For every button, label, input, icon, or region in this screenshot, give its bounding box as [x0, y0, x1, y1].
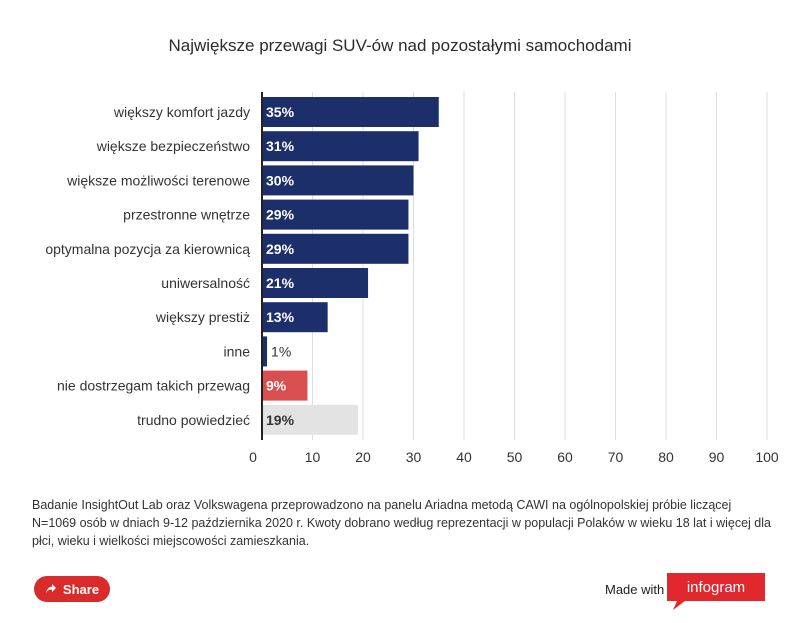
category-label: nie dostrzegam takich przewag [57, 378, 250, 394]
infogram-logo-badge [667, 573, 765, 610]
data-label: 13% [266, 309, 295, 325]
category-label: inne [224, 343, 251, 359]
chart-title: Największe przewagi SUV-ów nad pozostały… [168, 36, 632, 55]
bar [262, 131, 419, 162]
made-with-label: Made with [605, 582, 665, 597]
infogram-logo-text: infogram [687, 579, 745, 596]
bar-chart: 0 10 20 30 40 50 60 70 80 90 100 większy komfort ja… [45, 92, 779, 465]
category-label: optymalna pozycja za kierownicą [45, 241, 250, 257]
share-button[interactable]: Share [34, 576, 110, 602]
bar [262, 199, 409, 230]
bar [262, 233, 409, 264]
data-label: 29% [266, 207, 295, 223]
x-tick-label: 60 [557, 449, 573, 465]
x-tick-label: 0 [249, 449, 257, 465]
category-label: trudno powiedzieć [137, 412, 250, 428]
bar [262, 336, 268, 367]
bar [262, 268, 369, 298]
data-label: 19% [266, 412, 295, 428]
data-label: 29% [266, 241, 295, 257]
footnote: Badanie InsightOut Lab oraz Volkswagena … [32, 498, 771, 548]
share-label: Share [62, 581, 100, 597]
x-tick-label: 100 [755, 449, 779, 465]
x-tick-label: 40 [456, 449, 472, 465]
x-tick-label: 10 [305, 449, 321, 465]
bar [262, 370, 308, 401]
bar [262, 165, 414, 196]
data-label: 30% [266, 172, 295, 188]
data-label: 31% [266, 138, 295, 154]
x-tick-label: 50 [507, 449, 523, 465]
category-label: większy komfort jazdy [113, 104, 250, 120]
share-icon [45, 584, 56, 594]
x-tick-label: 70 [608, 449, 624, 465]
x-tick-label: 80 [658, 449, 674, 465]
data-label: 21% [266, 275, 295, 291]
category-label: większe bezpieczeństwo [96, 138, 251, 154]
x-tick-label: 90 [709, 449, 725, 465]
bar [262, 302, 328, 333]
x-tick-label: 30 [406, 449, 422, 465]
category-label: uniwersalność [161, 275, 250, 291]
category-label: większe możliwości terenowe [66, 172, 250, 188]
category-label: przestronne wnętrze [123, 207, 250, 223]
bar [262, 404, 358, 435]
category-label: większy prestiż [155, 309, 250, 325]
data-label: 9% [266, 378, 287, 394]
bar [262, 97, 439, 127]
data-label: 1% [271, 343, 291, 359]
infogram-logo[interactable]: infogram [667, 573, 765, 610]
data-label: 35% [266, 104, 295, 120]
x-tick-label: 20 [355, 449, 371, 465]
